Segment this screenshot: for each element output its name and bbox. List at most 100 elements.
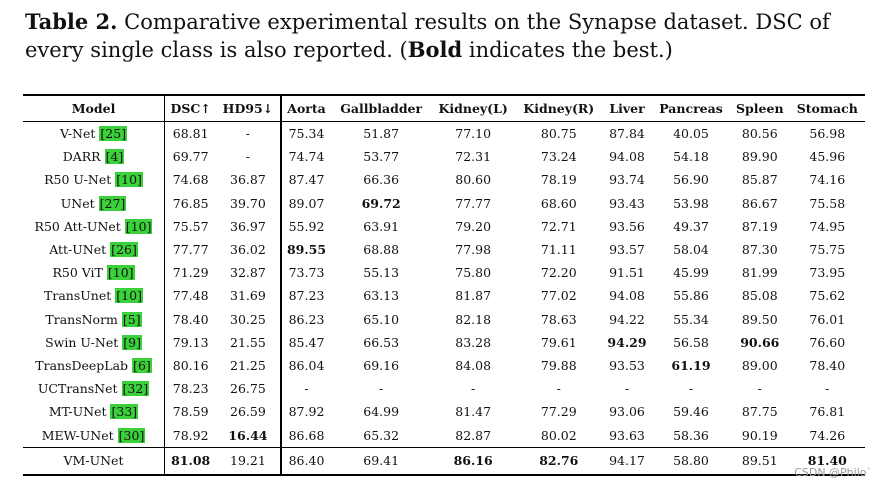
model-name: Swin U-Net bbox=[45, 334, 119, 350]
table-row: V-Net [25] 68.81-75.34 51.87 77.10 80.75 87.8… bbox=[23, 121, 865, 146]
value-cell: 65.10 bbox=[363, 311, 400, 327]
value-cell: 69.41 bbox=[363, 453, 400, 469]
value-cell: 94.08 bbox=[609, 288, 645, 304]
citation-link[interactable]: [27] bbox=[98, 195, 127, 211]
value-cell: 89.51 bbox=[741, 453, 778, 469]
value-cell: 40.05 bbox=[673, 126, 709, 142]
value-cell: 26.75 bbox=[230, 381, 266, 397]
value-cell: 93.63 bbox=[609, 427, 645, 443]
model-cell: VM-UNet bbox=[23, 447, 165, 475]
value-cell: 58.04 bbox=[673, 242, 709, 258]
model-cell: MEW-UNet [30] bbox=[23, 423, 165, 447]
table-row: Att-UNet [26] 77.77 36.02 89.55 68.88 77.98 71… bbox=[23, 237, 865, 262]
column-header: HD95↓ bbox=[222, 101, 274, 116]
value-cell: 74.26 bbox=[809, 427, 846, 443]
value-cell: 30.25 bbox=[230, 311, 266, 327]
citation-link[interactable]: [10] bbox=[115, 288, 143, 304]
model-name: TransNorm bbox=[45, 311, 118, 327]
value-cell: 69.16 bbox=[363, 357, 400, 373]
value-cell: 94.22 bbox=[609, 311, 645, 327]
value-cell: 87.75 bbox=[741, 404, 778, 420]
value-cell: 56.58 bbox=[673, 334, 709, 350]
citation-link[interactable]: [25] bbox=[99, 126, 128, 142]
citation-link[interactable]: [32] bbox=[121, 381, 150, 397]
value-cell: 90.19 bbox=[741, 427, 778, 443]
value-cell: 76.81 bbox=[809, 404, 846, 420]
value-cell: 72.20 bbox=[540, 265, 577, 281]
value-cell: 21.25 bbox=[230, 357, 266, 373]
value-cell: 77.98 bbox=[455, 242, 492, 258]
column-header: Stomach bbox=[796, 101, 858, 116]
value-cell: 77.48 bbox=[164, 284, 217, 308]
citation-link[interactable]: [10] bbox=[106, 265, 135, 281]
value-cell: 74.95 bbox=[809, 218, 846, 234]
citation-link[interactable]: [10] bbox=[115, 172, 143, 188]
value-cell: 76.85 bbox=[164, 191, 217, 215]
column-header: Model bbox=[71, 101, 116, 116]
model-cell: Att-UNet [26] bbox=[23, 238, 165, 261]
citation-link[interactable]: [5] bbox=[121, 311, 142, 327]
column-header: Spleen bbox=[736, 101, 784, 116]
value-cell: 87.92 bbox=[279, 400, 332, 424]
citation-link[interactable]: [6] bbox=[132, 357, 152, 373]
value-cell: 73.24 bbox=[540, 149, 577, 165]
value-cell: 58.36 bbox=[673, 427, 709, 443]
value-cell: 89.90 bbox=[741, 149, 778, 165]
value-cell: 93.74 bbox=[609, 172, 645, 188]
citation-link[interactable]: [33] bbox=[110, 404, 139, 420]
citation-link[interactable]: [30] bbox=[117, 427, 146, 443]
table-row: TransUnet [10] 77.48 31.69 87.23 63.13 81.87 7… bbox=[23, 284, 865, 308]
value-cell: 75.58 bbox=[809, 195, 846, 211]
value-cell: 79.61 bbox=[540, 334, 577, 350]
model-cell: UNet [27] bbox=[23, 192, 165, 215]
table-row: TransDeepLab [6] 80.16 21.25 86.04 69.16 84.0… bbox=[23, 353, 865, 378]
table-row: MT-UNet [33] 78.59 26.59 87.92 64.99 81.47 77.… bbox=[23, 400, 865, 424]
model-cell: R50 Att-UNet [10] bbox=[23, 215, 165, 238]
value-cell: 68.88 bbox=[363, 242, 400, 258]
value-cell: 78.63 bbox=[540, 311, 577, 327]
value-cell: 83.28 bbox=[455, 334, 492, 350]
value-cell: 89.00 bbox=[741, 357, 778, 373]
citation-link[interactable]: [9] bbox=[122, 334, 142, 350]
value-cell: 31.69 bbox=[230, 288, 266, 304]
value-cell: 81.47 bbox=[455, 404, 492, 420]
value-cell: 93.53 bbox=[609, 357, 645, 373]
value-cell: 79.88 bbox=[540, 357, 577, 373]
citation-link[interactable]: [4] bbox=[104, 149, 125, 165]
value-cell: 85.47 bbox=[279, 330, 332, 354]
column-header: Kidney(L) bbox=[438, 101, 508, 116]
value-cell: 56.90 bbox=[673, 172, 709, 188]
value-cell: 73.95 bbox=[809, 265, 846, 281]
value-cell: 82.87 bbox=[455, 427, 492, 443]
value-cell: 87.19 bbox=[741, 218, 778, 234]
table-row: R50 Att-UNet [10] 75.57 36.97 55.92 63.91 79.… bbox=[23, 214, 865, 238]
column-header: Pancreas bbox=[659, 101, 723, 116]
value-cell: - bbox=[688, 381, 694, 397]
value-cell: 78.23 bbox=[164, 377, 217, 401]
model-cell: TransDeepLab [6] bbox=[23, 354, 165, 377]
citation-link[interactable]: [26] bbox=[110, 242, 138, 258]
value-cell: 39.70 bbox=[230, 195, 266, 211]
value-cell: 51.87 bbox=[363, 126, 400, 142]
value-cell: 74.68 bbox=[164, 168, 217, 192]
value-cell: - bbox=[245, 149, 251, 165]
value-cell: 86.16 bbox=[453, 453, 493, 469]
model-name: VM-UNet bbox=[63, 453, 124, 469]
value-cell: 64.99 bbox=[363, 404, 400, 420]
value-cell: 53.77 bbox=[363, 149, 400, 165]
citation-link[interactable]: [10] bbox=[124, 218, 153, 234]
table-row: R50 U-Net [10] 74.68 36.87 87.47 66.36 80.60 7… bbox=[23, 168, 865, 192]
value-cell: - bbox=[624, 381, 630, 397]
model-cell: V-Net [25] bbox=[23, 122, 165, 146]
value-cell: 59.46 bbox=[673, 404, 709, 420]
value-cell: 89.07 bbox=[279, 191, 332, 215]
value-cell: 80.02 bbox=[540, 427, 577, 443]
value-cell: 63.91 bbox=[363, 218, 400, 234]
value-cell: 71.29 bbox=[164, 261, 217, 285]
caption-text-2: indicates the best.) bbox=[462, 38, 673, 62]
model-name: UCTransNet bbox=[37, 381, 118, 397]
value-cell: 84.08 bbox=[455, 357, 492, 373]
value-cell: 89.50 bbox=[741, 311, 778, 327]
value-cell: - bbox=[825, 381, 830, 397]
value-cell: 94.17 bbox=[609, 453, 645, 469]
